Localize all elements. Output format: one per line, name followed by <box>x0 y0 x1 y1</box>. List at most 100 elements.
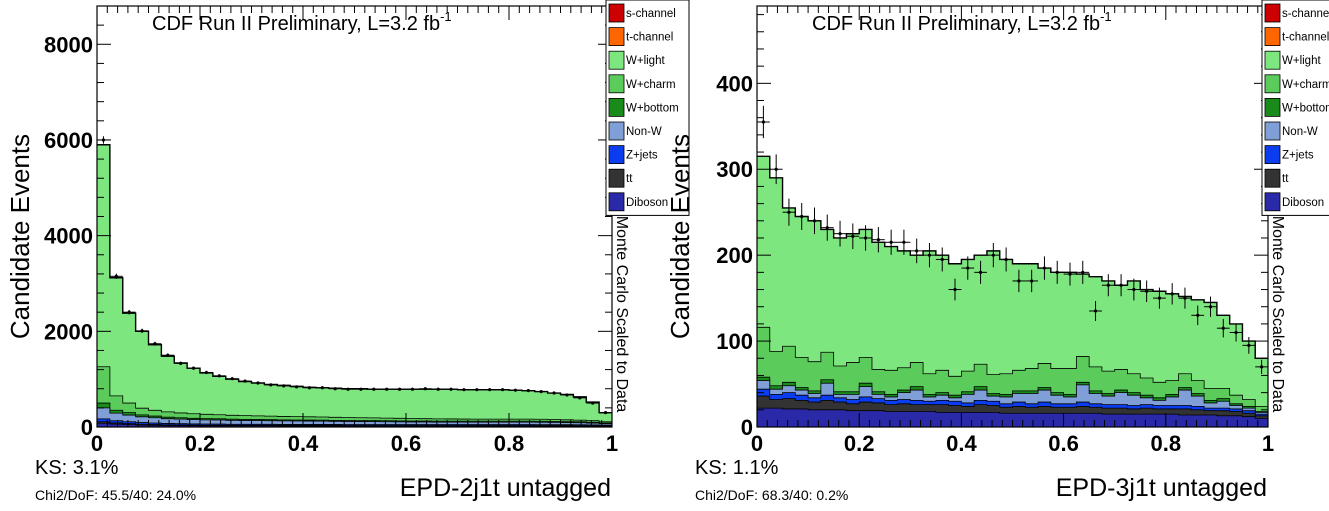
data-point-marker <box>513 388 518 392</box>
data-point <box>1229 323 1243 342</box>
data-point-marker <box>500 388 505 392</box>
data-point-marker <box>927 253 932 257</box>
data-point-marker <box>294 385 299 389</box>
data-point-marker <box>1157 296 1162 300</box>
legend-item-z-jets: Z+jets <box>608 145 658 165</box>
legend-item-s-channel: s-channel <box>608 3 676 23</box>
data-point-marker <box>761 120 765 124</box>
legend-item-t-channel: t-channel <box>1264 27 1329 47</box>
data-point <box>884 229 898 255</box>
legend-label: t-channel <box>1282 32 1329 44</box>
data-point-marker <box>539 389 543 394</box>
legend-swatch <box>608 3 625 23</box>
data-point <box>859 225 872 251</box>
legend-item-diboson: Diboson <box>1264 192 1324 212</box>
legend-swatch <box>608 121 625 141</box>
legend-item-t-channel: t-channel <box>608 27 673 47</box>
legend-label: W+light <box>1282 55 1321 67</box>
data-point <box>277 384 291 388</box>
data-point <box>135 328 149 333</box>
data-point-marker <box>991 253 995 257</box>
data-point <box>1076 260 1090 284</box>
data-point <box>769 154 783 185</box>
legend-item-z-jets: Z+jets <box>1264 145 1314 165</box>
chi2-value: Chi2/DoF: 68.3/40: 0.2% <box>695 487 848 503</box>
legend-swatch <box>608 145 625 165</box>
data-point <box>808 207 821 235</box>
chart-title: CDF Run II Preliminary, L=3.2 fb-1 <box>812 9 1112 35</box>
data-point-marker <box>333 387 337 391</box>
data-point-marker <box>410 387 415 391</box>
x-tick-label: 0 <box>91 431 103 456</box>
legend-item-diboson: Diboson <box>608 192 668 212</box>
data-point <box>328 387 342 391</box>
data-point <box>380 387 394 391</box>
legend-swatch <box>1264 192 1281 212</box>
data-point-marker <box>204 370 209 375</box>
data-point-marker <box>1093 309 1098 313</box>
y-tick-label: 2000 <box>44 319 93 344</box>
legend-item-w-charm: W+charm <box>608 74 676 94</box>
data-point-marker <box>1170 292 1174 296</box>
data-point <box>599 411 612 415</box>
legend: s-channel t-channel W+light W+charm W+bottom… <box>1261 0 1329 216</box>
x-axis-title: EPD-3j1t untagged <box>1056 474 1267 502</box>
data-point <box>1178 287 1192 309</box>
data-point <box>1114 274 1128 297</box>
data-point <box>534 389 548 394</box>
data-point <box>200 370 213 375</box>
x-tick-label: 0.8 <box>1151 431 1182 456</box>
data-point <box>303 386 316 390</box>
x-tick-label: 0.2 <box>844 431 875 456</box>
data-point <box>986 243 1000 268</box>
data-point-marker <box>320 386 324 390</box>
legend-swatch <box>1264 168 1281 188</box>
data-point <box>225 377 239 381</box>
data-point-marker <box>800 214 804 219</box>
y-tick-label: 8000 <box>44 32 93 57</box>
side-label-scaled: Monte Carlo Scaled to Data <box>613 216 630 413</box>
legend-swatch <box>608 74 625 94</box>
data-point <box>897 229 911 255</box>
data-point <box>923 243 936 268</box>
legend-item-tt: tt <box>1264 168 1289 188</box>
data-point <box>341 387 355 391</box>
data-point <box>1165 283 1179 305</box>
x-tick-label: 0.6 <box>1048 431 1079 456</box>
data-point-marker <box>397 387 402 391</box>
data-point-marker <box>526 389 530 393</box>
data-point-marker <box>1208 305 1213 309</box>
legend-item-w-bottom: W+bottom <box>608 98 679 117</box>
data-point-marker <box>876 238 880 242</box>
data-point <box>418 387 432 391</box>
data-point <box>406 387 419 391</box>
data-point-marker <box>1247 343 1251 347</box>
data-point <box>122 309 136 315</box>
data-point-marker <box>1132 287 1136 292</box>
data-point <box>187 366 200 370</box>
x-tick-label: 0.8 <box>494 431 525 456</box>
data-point <box>238 379 252 383</box>
data-point-marker <box>851 234 855 238</box>
data-point <box>431 387 445 391</box>
data-point <box>1050 260 1064 284</box>
data-point <box>1101 274 1115 297</box>
data-point-marker <box>1221 326 1225 330</box>
data-point-marker <box>307 386 312 390</box>
data-point-marker <box>449 387 453 391</box>
legend-swatch <box>608 50 625 70</box>
x-tick-label: 0.4 <box>946 431 977 456</box>
data-point-marker <box>191 366 196 370</box>
data-point <box>109 273 123 279</box>
data-point-marker <box>966 266 970 270</box>
data-point-marker <box>838 232 842 236</box>
legend-item-w-bottom: W+bottom <box>1264 98 1329 117</box>
legend-label: s-channel <box>626 8 676 20</box>
x-tick-label: 1 <box>606 431 618 456</box>
data-point-marker <box>1055 270 1059 274</box>
data-point-marker <box>812 219 817 223</box>
data-point <box>1012 269 1026 293</box>
x-axis-title: EPD-2j1t untagged <box>400 474 611 502</box>
legend-label: Non-W <box>1282 126 1318 138</box>
data-point <box>1063 262 1077 286</box>
